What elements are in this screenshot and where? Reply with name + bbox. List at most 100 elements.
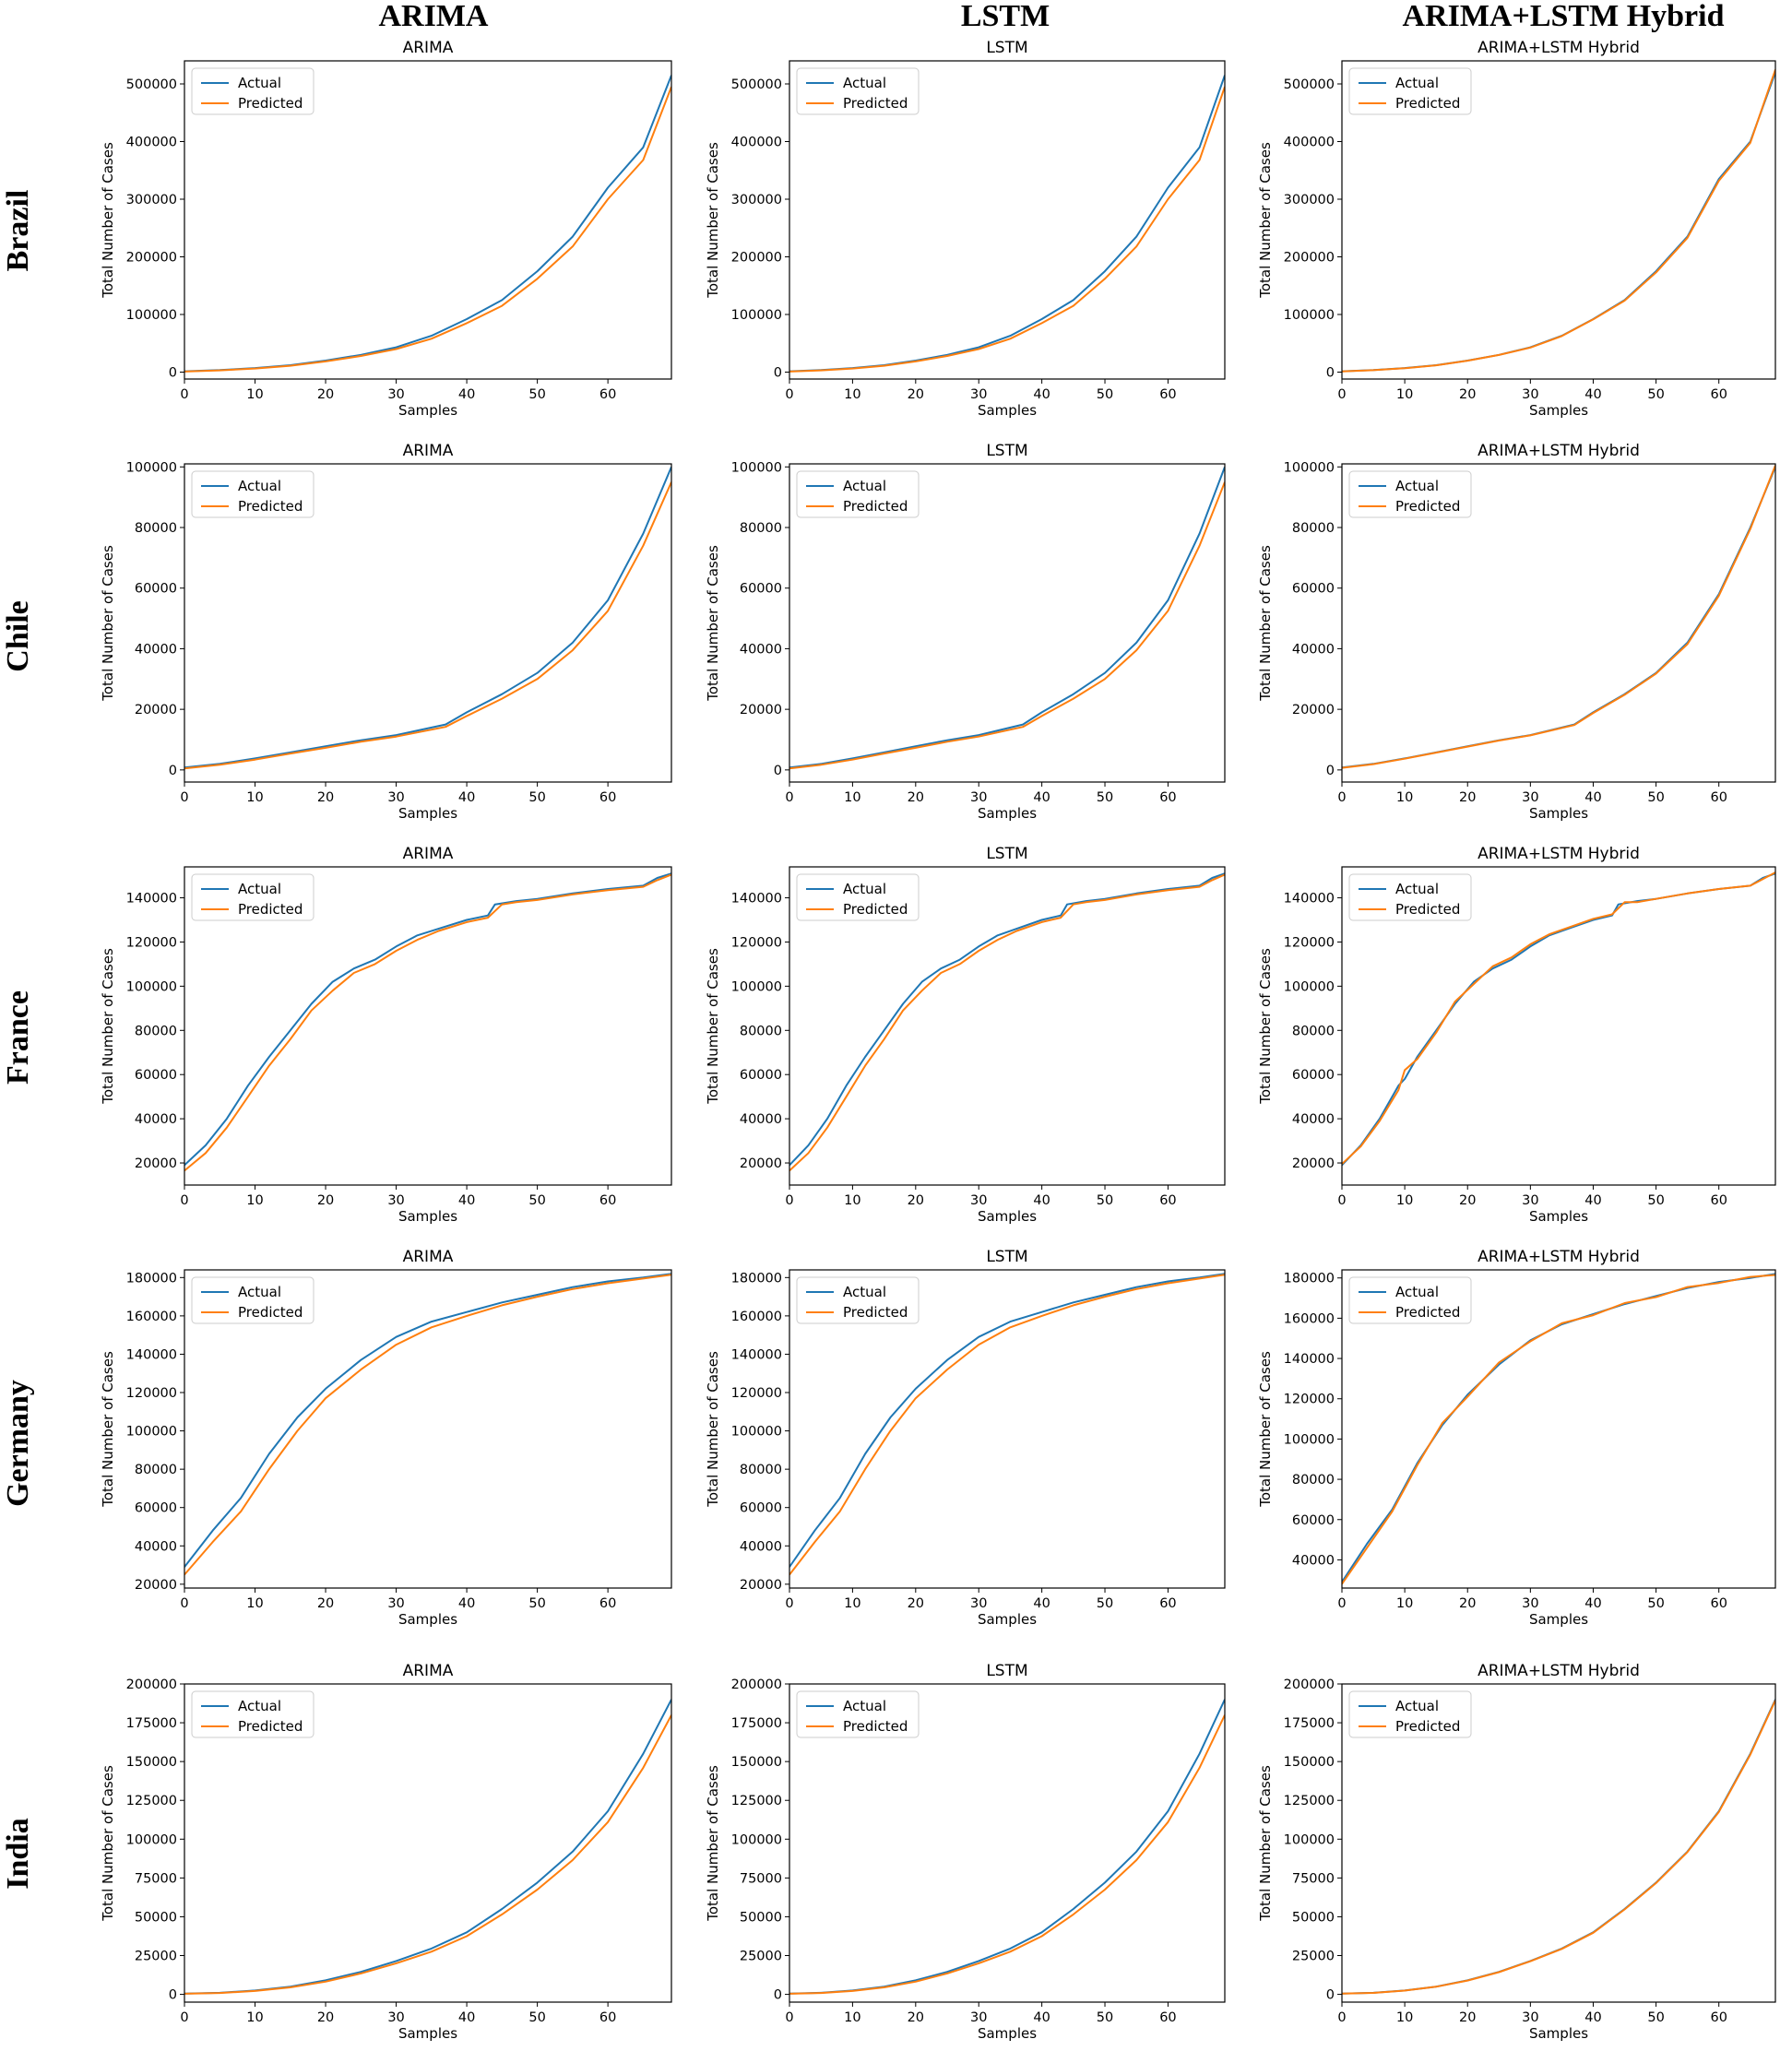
x-tick-label: 20 (1459, 387, 1476, 402)
chart-france-arima-lstm-hybrid: ARIMA+LSTM Hybrid20000400006000080000100… (1257, 845, 1776, 1225)
legend-label-actual: Actual (1395, 881, 1439, 897)
x-tick-label: 30 (970, 387, 987, 402)
x-tick-label: 30 (1522, 790, 1538, 805)
row-header-india: India (1, 1818, 35, 1890)
y-tick-label: 50000 (740, 1910, 782, 1925)
y-tick-label: 0 (1326, 764, 1335, 778)
x-tick-label: 50 (1097, 2010, 1113, 2025)
chart-germany-arima-lstm-hybrid: ARIMA+LSTM Hybrid 40000 60000 80000 100000 12… (1257, 1248, 1776, 1628)
column-header-hybrid: ARIMA+LSTM Hybrid (1402, 0, 1724, 33)
y-tick-label: 80000 (135, 1463, 177, 1477)
x-axis-label: Samples (1529, 805, 1588, 822)
x-tick-label: 20 (317, 387, 334, 402)
legend: Actual Predicted (796, 873, 920, 921)
legend: Actual Predicted (1348, 1690, 1472, 1738)
series-line-predicted (1342, 1274, 1775, 1585)
legend-label-actual: Actual (238, 1284, 281, 1300)
y-tick-label: 100000 (126, 308, 177, 323)
y-axis-label: Total Number of Cases (1257, 1351, 1274, 1508)
x-tick-label: 40 (458, 2010, 475, 2025)
plot-frame (184, 463, 672, 783)
plot-frame (1341, 60, 1776, 380)
legend-label-predicted: Predicted (1395, 95, 1460, 112)
x-tick-label: 50 (528, 2010, 545, 2025)
plot-frame (789, 1269, 1226, 1589)
series-line-predicted (789, 86, 1225, 373)
x-tick-label: 60 (1159, 2010, 1176, 2025)
series-line-predicted (184, 86, 671, 373)
x-tick-label: 30 (387, 1596, 404, 1611)
legend-label-actual: Actual (1395, 478, 1439, 494)
x-tick-label: 50 (528, 387, 545, 402)
x-tick-label: 20 (908, 2010, 924, 2025)
series-line-actual (184, 75, 671, 373)
y-axis-label: Total Number of Cases (1257, 948, 1274, 1105)
x-tick-label: 20 (908, 1596, 924, 1611)
y-tick-label: 25000 (135, 1950, 177, 1964)
x-axis-label: Samples (978, 1208, 1037, 1225)
chart-title: ARIMA+LSTM Hybrid (1478, 1248, 1640, 1266)
y-tick-label: 60000 (135, 1068, 177, 1083)
x-tick-label: 40 (1584, 1193, 1601, 1208)
y-tick-label: 75000 (1292, 1871, 1335, 1886)
x-tick-label: 60 (1159, 790, 1176, 805)
x-tick-label: 50 (528, 790, 545, 805)
series-line-predicted (789, 1714, 1225, 1995)
y-tick-label: 300000 (731, 193, 782, 207)
x-tick-label: 40 (1033, 2010, 1050, 2025)
x-tick-label: 50 (1647, 387, 1664, 402)
y-tick-label: 200000 (1284, 1678, 1335, 1692)
legend-label-predicted: Predicted (238, 95, 303, 112)
legend: Actual Predicted (796, 1690, 920, 1738)
x-tick-label: 60 (599, 1596, 616, 1611)
y-tick-label: 0 (1326, 1988, 1335, 2003)
x-tick-label: 0 (1337, 2010, 1346, 2025)
x-tick-label: 40 (1584, 2010, 1601, 2025)
y-tick-label: 150000 (731, 1755, 782, 1770)
legend-label-actual: Actual (238, 1698, 281, 1714)
y-tick-label: 0 (774, 764, 782, 778)
x-tick-label: 50 (1647, 1193, 1664, 1208)
series-line-actual (184, 466, 671, 769)
chart-germany-lstm: LSTM 20000 40000 60000 80000 100000 120000 1400… (705, 1248, 1226, 1628)
x-tick-label: 40 (1033, 790, 1050, 805)
legend-label-predicted: Predicted (1395, 901, 1460, 918)
chart-title: ARIMA+LSTM Hybrid (1478, 845, 1640, 863)
x-axis-label: Samples (398, 402, 457, 419)
y-tick-label: 25000 (740, 1950, 782, 1964)
y-tick-label: 0 (774, 366, 782, 381)
y-tick-label: 0 (169, 764, 177, 778)
y-tick-label: 120000 (731, 1386, 782, 1401)
y-tick-label: 40000 (135, 1539, 177, 1554)
x-tick-label: 50 (1097, 790, 1113, 805)
y-tick-label: 20000 (740, 703, 782, 717)
x-tick-label: 40 (1584, 387, 1601, 402)
series-line-predicted (184, 481, 671, 770)
y-tick-label: 160000 (126, 1310, 177, 1324)
x-axis-label: Samples (398, 1208, 457, 1225)
y-tick-label: 60000 (1292, 1068, 1335, 1083)
x-tick-label: 60 (1710, 1193, 1727, 1208)
y-tick-label: 100000 (1284, 1432, 1335, 1447)
series-line-actual (1342, 72, 1775, 373)
y-axis-label: Total Number of Cases (1257, 1765, 1274, 1922)
x-axis-label: Samples (1529, 402, 1588, 419)
x-tick-label: 0 (1337, 1596, 1346, 1611)
x-tick-label: 30 (970, 2010, 987, 2025)
y-tick-label: 40000 (1292, 642, 1335, 657)
y-axis-label: Total Number of Cases (705, 545, 721, 702)
legend: Actual Predicted (191, 1276, 314, 1324)
y-tick-label: 140000 (126, 892, 177, 907)
plot-frame (789, 1683, 1226, 2003)
y-tick-label: 80000 (1292, 521, 1335, 536)
x-tick-label: 60 (599, 387, 616, 402)
plot-frame (789, 463, 1226, 783)
y-tick-label: 60000 (1292, 582, 1335, 597)
legend-label-actual: Actual (843, 1698, 886, 1714)
legend-label-actual: Actual (843, 881, 886, 897)
y-tick-label: 140000 (731, 1347, 782, 1362)
x-tick-label: 20 (1459, 1193, 1476, 1208)
y-axis-label: Total Number of Cases (705, 142, 721, 299)
legend-label-actual: Actual (238, 75, 281, 91)
legend: Actual Predicted (796, 470, 920, 518)
